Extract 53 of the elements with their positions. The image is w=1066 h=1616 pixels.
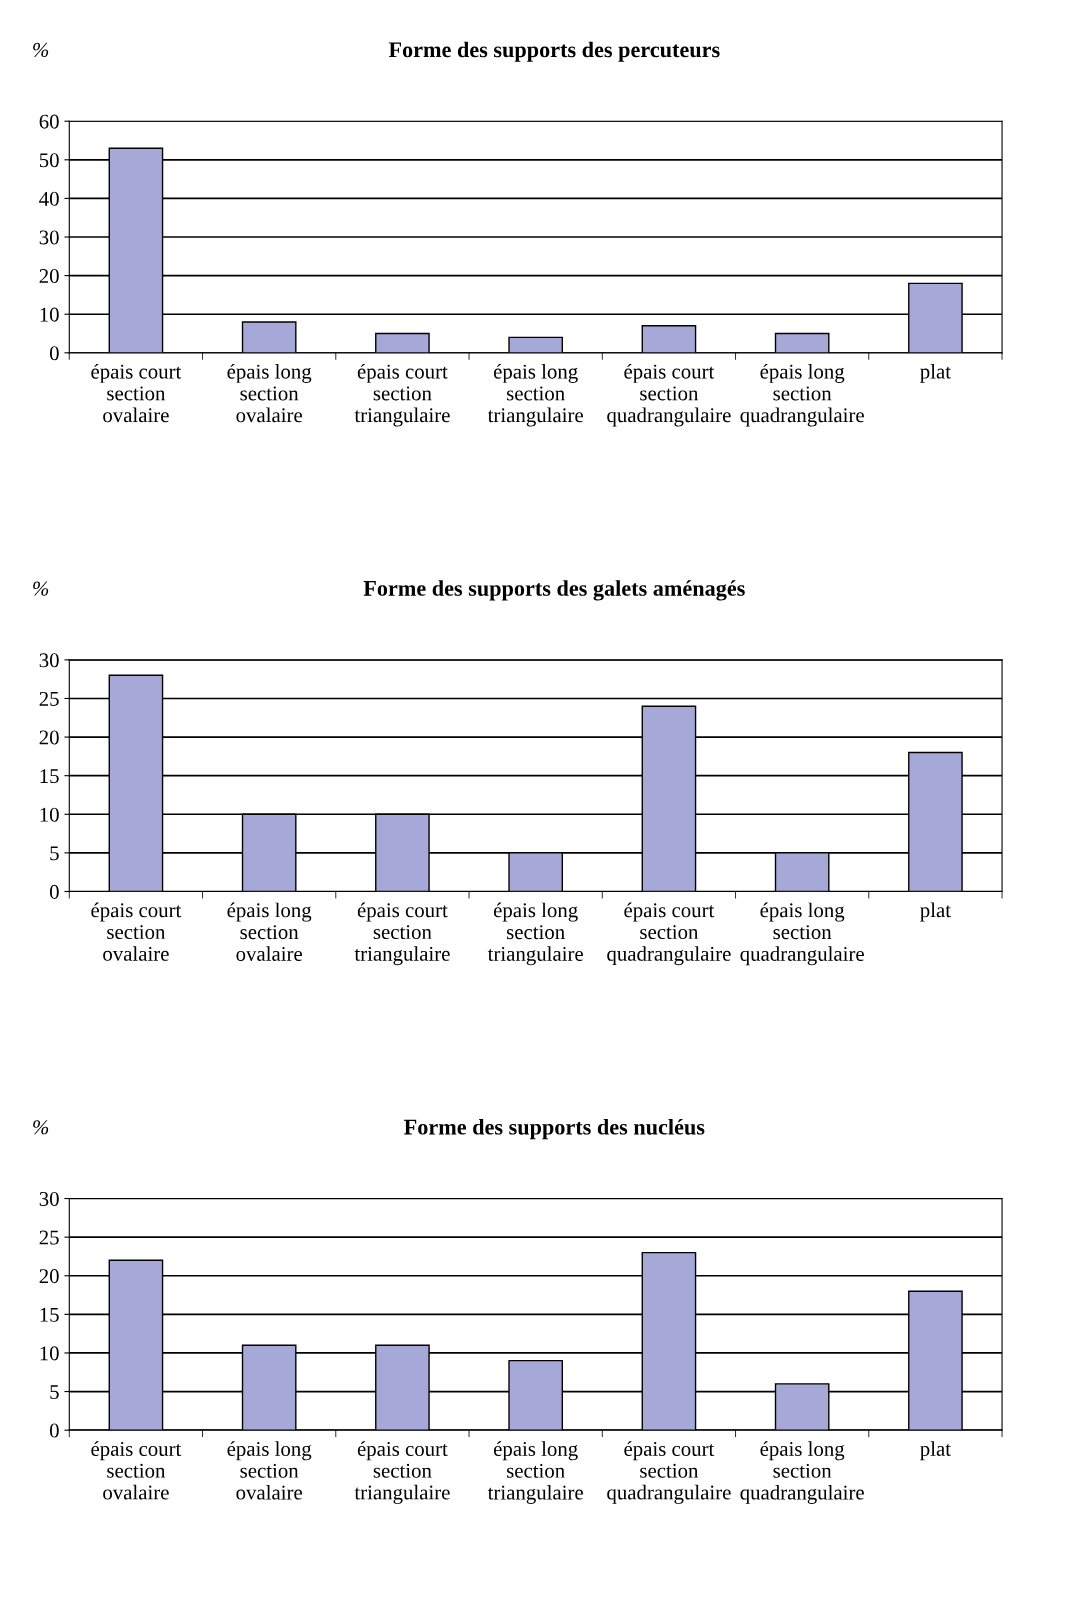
y-axis-title: %	[33, 1120, 49, 1135]
x-tick-label: épais long section triangulaire	[487, 1441, 583, 1504]
y-tick-label: 20	[39, 268, 59, 284]
y-tick-label: 25	[39, 691, 59, 706]
y-tick-label: 25	[39, 1230, 59, 1245]
x-tick-label: épais court section quadrangulaire	[607, 902, 731, 966]
x-tick-label: épais court section quadrangulaire	[607, 1441, 731, 1504]
chart-title: Forme des supports des percuteurs	[388, 41, 720, 62]
y-tick-label: 10	[40, 1346, 59, 1361]
x-tick-label: épais court section triangulaire	[354, 363, 450, 427]
y-tick-label: 50	[39, 153, 59, 168]
y-tick-label: 30	[39, 653, 59, 668]
y-tick-label: 40	[39, 191, 59, 206]
x-tick-label: épais long section ovalaire	[227, 363, 312, 423]
chart-title: Forme des supports des nucléus	[404, 1118, 705, 1140]
x-tick-label: épais court section triangulaire	[354, 1441, 450, 1504]
y-tick-label: 15	[40, 1307, 59, 1322]
y-tick-label: 60	[39, 114, 59, 129]
y-tick-label: 0	[49, 346, 59, 361]
y-tick-label: 5	[50, 846, 59, 861]
y-tick-label: 30	[39, 230, 59, 245]
x-tick-label: épais long section quadrangulaire	[740, 1441, 864, 1504]
chart-title: Forme des supports des galets aménagés	[363, 580, 745, 601]
x-tick-label: épais long section triangulaire	[487, 902, 583, 966]
y-tick-label: 15	[40, 769, 59, 784]
x-tick-label: épais long section quadrangulaire	[740, 902, 864, 966]
bar	[774, 332, 830, 353]
x-tick-label: plat	[920, 363, 951, 383]
x-tick-label: épais court section ovalaire	[91, 902, 182, 961]
y-tick-label: 5	[50, 1385, 59, 1399]
x-tick-label: plat	[920, 902, 951, 922]
y-tick-label: 20	[39, 1269, 59, 1284]
x-tick-label: épais court section quadrangulaire	[607, 363, 731, 427]
bar	[375, 332, 430, 353]
x-tick-label: épais long section quadrangulaire	[740, 363, 864, 427]
bar	[641, 325, 697, 353]
x-tick-label: épais court section triangulaire	[354, 902, 450, 966]
y-tick-label: 0	[49, 884, 59, 899]
bar	[508, 336, 564, 353]
y-tick-label: 20	[39, 730, 59, 745]
x-tick-label: épais court section ovalaire	[91, 363, 182, 423]
y-axis-title: %	[33, 581, 49, 596]
x-tick-label: épais long section triangulaire	[487, 363, 583, 427]
bar	[241, 321, 297, 353]
y-axis-title: %	[33, 42, 49, 57]
x-tick-label: épais long section ovalaire	[227, 1441, 312, 1500]
x-tick-label: épais long section ovalaire	[227, 902, 312, 961]
x-tick-label: épais court section ovalaire	[91, 1441, 182, 1500]
x-tick-label: plat	[920, 1441, 951, 1461]
y-tick-label: 10	[40, 807, 59, 822]
y-tick-label: 10	[40, 307, 59, 322]
y-tick-label: 0	[49, 1423, 59, 1438]
y-tick-label: 30	[39, 1191, 59, 1206]
